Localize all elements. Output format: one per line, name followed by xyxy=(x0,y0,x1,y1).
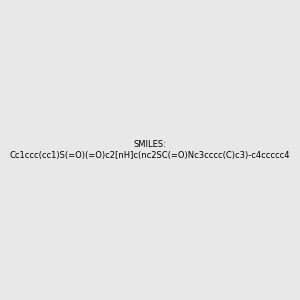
Text: SMILES:
Cc1ccc(cc1)S(=O)(=O)c2[nH]c(nc2SC(=O)Nc3cccc(C)c3)-c4ccccc4: SMILES: Cc1ccc(cc1)S(=O)(=O)c2[nH]c(nc2S… xyxy=(10,140,290,160)
